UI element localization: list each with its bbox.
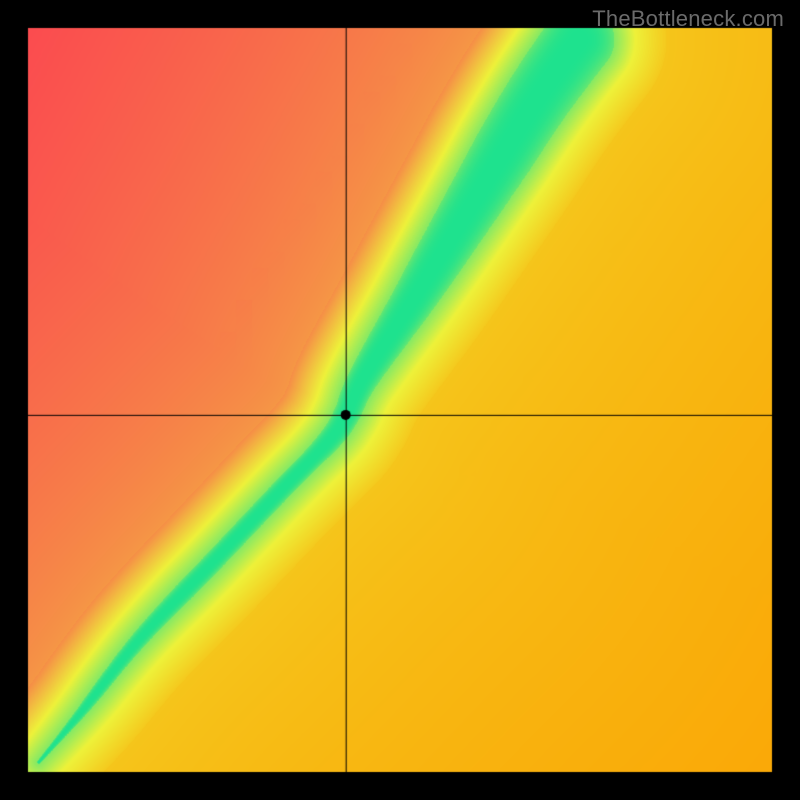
chart-container: TheBottleneck.com [0, 0, 800, 800]
watermark-text: TheBottleneck.com [592, 6, 784, 32]
heatmap-canvas [0, 0, 800, 800]
